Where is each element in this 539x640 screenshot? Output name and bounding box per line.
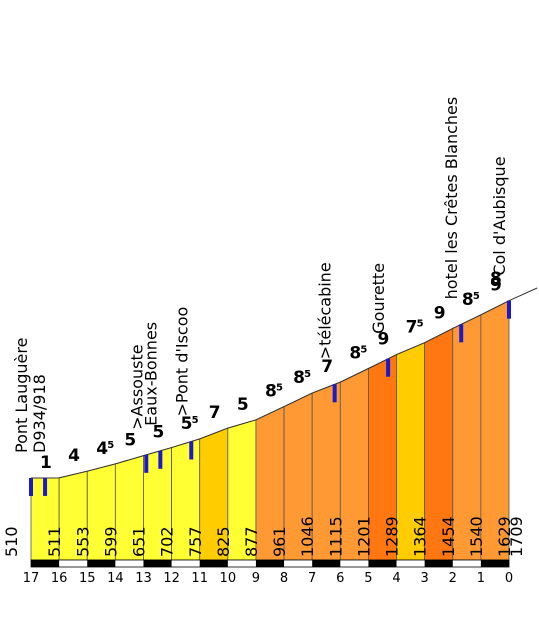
- place-markers: [29, 300, 511, 496]
- place-marker: [386, 358, 391, 377]
- altitude-end-label: 1709: [507, 516, 526, 557]
- gradient-fraction: 5: [360, 345, 367, 356]
- segment-fills: [30, 287, 538, 561]
- gradient-label: 8: [462, 290, 474, 310]
- axis-block: [424, 560, 453, 567]
- place-label: Eaux-Bonnes: [141, 322, 160, 426]
- km-tick-label: 1: [477, 571, 485, 586]
- km-tick-label: 9: [252, 571, 260, 586]
- place-marker: [43, 477, 48, 496]
- place-marker: [507, 300, 511, 319]
- altitude-label: 702: [158, 526, 177, 557]
- altitude-label: 1201: [354, 516, 373, 557]
- km-tick-label: 10: [220, 571, 237, 586]
- altitude-label: 1289: [383, 516, 402, 557]
- place-label: Col d'Aubisque: [490, 156, 509, 275]
- place-label: Gourette: [369, 263, 388, 334]
- km-tick-label: 2: [449, 571, 457, 586]
- gradient-fraction: 5: [107, 440, 114, 451]
- gradient-label: 9: [377, 330, 389, 350]
- gradient-label: 1: [40, 453, 52, 473]
- gradient-label: 4: [68, 446, 80, 466]
- gradient-label: 7: [406, 318, 418, 338]
- gradient-label: 8: [293, 368, 305, 388]
- place-marker: [158, 450, 163, 469]
- km-tick-label: 11: [191, 571, 208, 586]
- gradient-fraction: 5: [304, 369, 311, 380]
- distance-axis: 17 16 15 14 13 12 11 10 9 8 7 6 5 4 3 2 1 0: [23, 559, 513, 586]
- axis-block: [199, 560, 228, 567]
- gradient-label: 5: [181, 414, 193, 434]
- altitude-label: 1364: [411, 516, 430, 557]
- km-tick-label: 7: [308, 571, 316, 586]
- axis-block: [368, 560, 397, 567]
- gradient-fraction: 5: [276, 383, 283, 394]
- altitude-label: 1046: [298, 516, 317, 557]
- km-tick-label: 15: [79, 571, 96, 586]
- place-label: >Assouste: [127, 344, 146, 429]
- gradient-fraction: 5: [192, 415, 199, 426]
- place-marker: [459, 324, 464, 343]
- altitude-label: 599: [101, 526, 120, 557]
- altitude-labels: 510 511 553 599 651 702 757 825 877 961 1046 1115 12…: [2, 516, 526, 557]
- altitude-label: 877: [242, 526, 261, 557]
- gradient-label: 8: [265, 382, 277, 402]
- place-marker: [144, 454, 149, 473]
- gradient-fraction: 5: [417, 319, 424, 330]
- place-labels: Pont Lauguère D934/918 >AssousteEaux-Bonne…: [12, 97, 509, 453]
- km-tick-label: 13: [135, 571, 152, 586]
- altitude-label: 1629: [495, 516, 514, 557]
- km-tick-label: 12: [163, 571, 180, 586]
- gradient-label: 7: [321, 357, 333, 377]
- km-tick-label: 8: [280, 571, 288, 586]
- gradient-label: 7: [209, 403, 221, 423]
- km-tick-label: 0: [505, 571, 513, 586]
- km-tick-label: 5: [364, 571, 372, 586]
- axis-block: [143, 560, 172, 567]
- gradient-label: 5: [237, 395, 249, 415]
- place-label: D934/918: [30, 374, 49, 453]
- gradient-label: 5: [153, 423, 165, 443]
- place-marker: [189, 441, 194, 460]
- profile-line: [30, 287, 538, 479]
- altitude-label: 651: [130, 526, 149, 557]
- gradient-label: 8: [490, 269, 502, 289]
- gradient-label: 9: [434, 303, 446, 323]
- axis-block: [255, 560, 285, 567]
- altitude-start-label: 510: [2, 526, 21, 557]
- altitude-label: 1454: [439, 516, 458, 557]
- place-label: >télécabine: [316, 262, 335, 359]
- axis-block: [312, 560, 341, 567]
- gradient-label: 5: [124, 431, 136, 451]
- km-tick-label: 6: [336, 571, 344, 586]
- altitude-label: 1540: [467, 516, 486, 557]
- altitude-label: 961: [270, 526, 289, 557]
- altitude-label: 553: [73, 526, 92, 557]
- place-label: hotel les Crêtes Blanches: [442, 97, 461, 300]
- axis-block: [31, 560, 60, 567]
- gradient-label: 9: [490, 276, 502, 296]
- altitude-label: 1115: [326, 516, 345, 557]
- place-marker: [332, 384, 337, 403]
- gradient-label: 8: [349, 344, 361, 364]
- gradient-fraction: 5: [473, 291, 480, 302]
- gradient-labels: 1 4 4 5 5 5 5 5 7 58 5 8 5 78 597 598 598: [40, 269, 502, 473]
- axis-block: [480, 560, 509, 567]
- axis-block: [87, 560, 116, 567]
- place-marker: [29, 478, 33, 496]
- km-tick-label: 14: [107, 571, 124, 586]
- altitude-label: 825: [214, 526, 233, 557]
- place-label: >Pont d'Iscoo: [172, 307, 191, 417]
- km-tick-label: 16: [51, 571, 68, 586]
- gradient-label: 4: [96, 439, 108, 459]
- altitude-label: 511: [45, 526, 64, 557]
- km-tick-label: 3: [421, 571, 429, 586]
- altitude-label: 757: [186, 526, 205, 557]
- km-tick-label: 4: [392, 571, 400, 586]
- place-label: Pont Lauguère: [12, 338, 31, 453]
- km-tick-label: 17: [23, 571, 40, 586]
